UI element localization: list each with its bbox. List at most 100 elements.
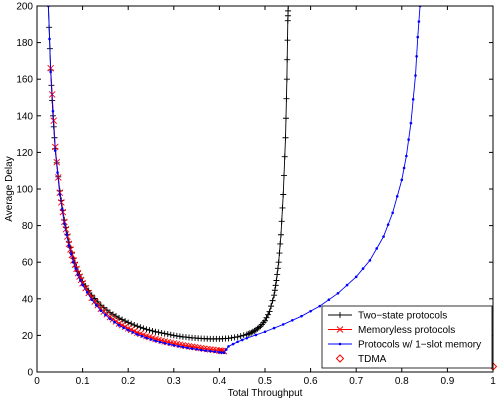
- data-point: [70, 257, 77, 264]
- x-tick-label: 0.5: [258, 376, 272, 387]
- data-point: [251, 327, 258, 334]
- data-point: [167, 342, 171, 346]
- data-point: [272, 326, 276, 330]
- data-point: [218, 350, 221, 354]
- data-point: [106, 313, 114, 321]
- data-point: [65, 233, 68, 237]
- data-point: [137, 324, 144, 331]
- data-point: [274, 271, 281, 278]
- data-point: [113, 320, 116, 324]
- data-point: [354, 275, 358, 279]
- data-point: [90, 298, 94, 302]
- data-point: [268, 303, 275, 310]
- data-point: [284, 37, 291, 44]
- data-point: [152, 328, 159, 335]
- data-point: [246, 330, 253, 337]
- data-point: [67, 246, 74, 253]
- data-point: [69, 252, 73, 256]
- data-point: [195, 348, 198, 351]
- data-point: [405, 154, 408, 158]
- data-point: [228, 334, 235, 341]
- data-point: [361, 267, 365, 270]
- data-point: [375, 247, 379, 250]
- y-tick-label: 80: [22, 221, 34, 232]
- data-point: [104, 313, 107, 317]
- data-point: [149, 327, 156, 334]
- data-point: [281, 172, 287, 179]
- data-point: [273, 277, 280, 284]
- legend-label: Protocols w/ 1−slot memory: [358, 340, 481, 351]
- data-point: [262, 317, 268, 324]
- data-point: [414, 74, 417, 77]
- data-point: [48, 37, 51, 41]
- data-point: [281, 153, 288, 160]
- data-point: [279, 204, 286, 211]
- x-tick-label: 0.4: [212, 376, 226, 387]
- data-point: [158, 340, 162, 344]
- data-point: [234, 333, 241, 340]
- data-point: [402, 166, 406, 170]
- data-point: [85, 291, 89, 294]
- data-point: [172, 343, 176, 347]
- data-point: [94, 303, 98, 307]
- data-point: [277, 240, 284, 247]
- legend: Two−state protocols Memoryless protocols P…: [321, 305, 493, 369]
- data-point: [113, 313, 120, 320]
- data-point: [263, 330, 267, 334]
- data-point: [112, 318, 120, 325]
- data-point: [94, 298, 101, 305]
- data-point: [240, 332, 247, 339]
- ticks-layer: 0 0.1 0.2 0.3 0.4 0.5 0.6 0.7 0.8 0.9 1 0 20 40 60 80 10…: [16, 2, 496, 388]
- data-point: [116, 315, 123, 322]
- data-point: [149, 338, 153, 341]
- data-point: [99, 309, 103, 312]
- data-point: [227, 345, 230, 348]
- data-point: [117, 324, 121, 327]
- data-point: [56, 171, 59, 174]
- y-tick-label: 140: [16, 111, 33, 122]
- data-point: [106, 309, 113, 316]
- data-point: [125, 319, 132, 326]
- data-point: [407, 138, 410, 141]
- data-point: [281, 323, 285, 326]
- data-point: [245, 330, 252, 337]
- data-point: [115, 320, 123, 327]
- data-point: [416, 35, 420, 39]
- data-point: [119, 316, 126, 323]
- data-point: [67, 244, 71, 248]
- legend-marker: [338, 342, 342, 346]
- data-point: [131, 331, 135, 334]
- data-point: [237, 333, 244, 340]
- data-point: [231, 342, 235, 346]
- data-point: [134, 323, 141, 330]
- data-point: [255, 324, 262, 331]
- data-point: [368, 259, 372, 262]
- data-point: [177, 344, 180, 348]
- y-tick-label: 120: [16, 148, 33, 159]
- x-tick-label: 0.8: [395, 376, 409, 387]
- data-point: [190, 347, 194, 350]
- data-point: [236, 340, 239, 344]
- data-point: [345, 283, 349, 287]
- data-point: [243, 331, 250, 338]
- data-point: [276, 250, 283, 257]
- data-point: [283, 95, 290, 102]
- data-point: [309, 309, 312, 313]
- data-point: [224, 348, 228, 351]
- data-point: [164, 331, 171, 338]
- data-point: [126, 328, 130, 332]
- data-point: [272, 282, 279, 289]
- data-point: [318, 304, 322, 308]
- x-tick-label: 0.2: [121, 376, 135, 387]
- data-point: [283, 76, 290, 83]
- x-tick-label: 0.9: [440, 376, 454, 387]
- data-point: [74, 269, 82, 277]
- data-point: [97, 302, 104, 309]
- data-point: [300, 314, 303, 318]
- data-point: [266, 308, 273, 315]
- legend-marker: [337, 312, 343, 318]
- data-point: [285, 6, 292, 9]
- data-point: [282, 115, 289, 122]
- data-point: [411, 98, 415, 101]
- data-point: [161, 330, 168, 337]
